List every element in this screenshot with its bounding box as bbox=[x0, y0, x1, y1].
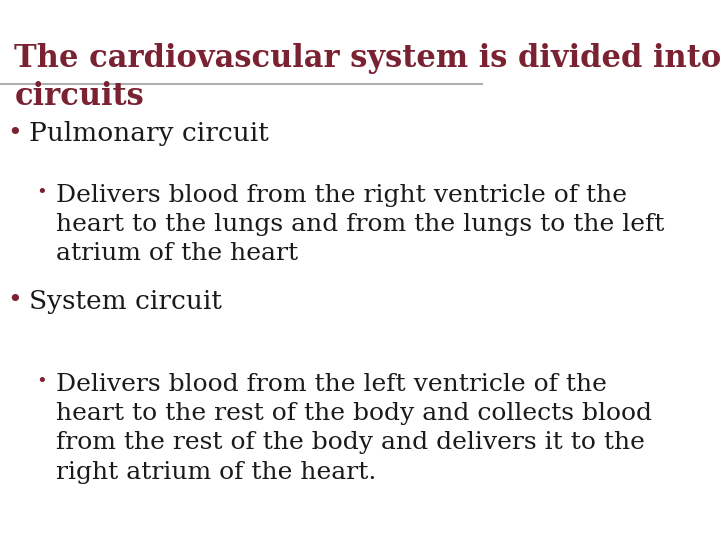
Text: The cardiovascular system is divided into two
circuits: The cardiovascular system is divided int… bbox=[14, 43, 720, 112]
Text: Pulmonary circuit: Pulmonary circuit bbox=[29, 122, 269, 146]
Text: Delivers blood from the left ventricle of the
heart to the rest of the body and : Delivers blood from the left ventricle o… bbox=[55, 373, 652, 483]
Text: System circuit: System circuit bbox=[29, 289, 222, 314]
Text: •: • bbox=[7, 289, 22, 312]
Text: Delivers blood from the right ventricle of the
heart to the lungs and from the l: Delivers blood from the right ventricle … bbox=[55, 184, 664, 265]
Text: •: • bbox=[36, 373, 47, 390]
Text: •: • bbox=[36, 184, 47, 201]
Text: •: • bbox=[7, 122, 22, 145]
